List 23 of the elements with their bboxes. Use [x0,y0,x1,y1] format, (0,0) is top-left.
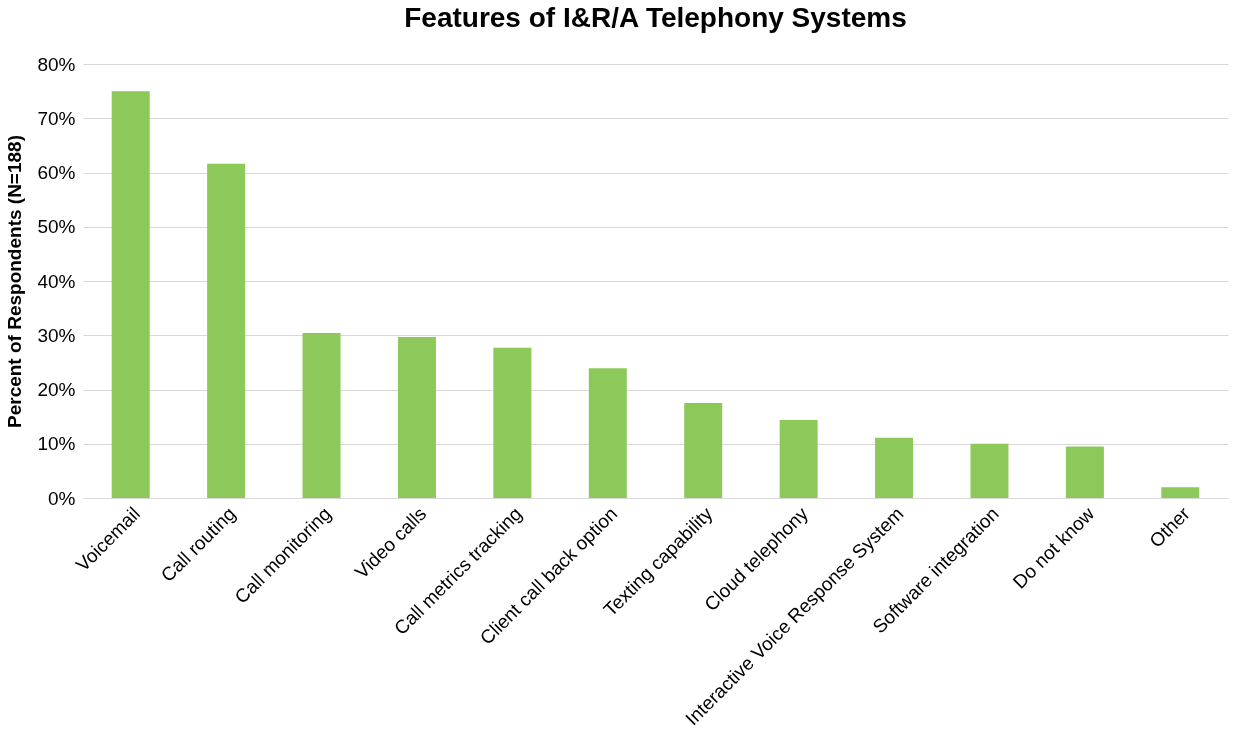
bar [302,333,341,498]
bar [111,91,150,498]
y-tick-label: 60% [37,162,76,183]
y-tick-label: 70% [37,107,76,129]
bar [493,347,532,498]
bar [875,437,914,498]
y-tick-label: 80% [37,53,76,75]
chart-title: Features of I&R/A Telephony Systems [404,2,907,33]
bar [1161,487,1200,498]
y-tick-label: 40% [37,270,76,292]
bar [1065,446,1104,498]
y-tick-label: 10% [37,433,76,455]
y-axis-title: Percent of Respondents (N=188) [4,135,26,428]
y-tick-label: 20% [37,379,76,400]
y-tick-label: 0% [48,487,76,509]
bar [779,419,818,498]
bar [684,403,723,498]
y-tick-label: 30% [37,324,76,346]
y-tick-label: 50% [37,216,76,238]
bar [207,163,246,498]
bar [588,368,627,498]
bar [970,443,1009,498]
bar [397,336,436,498]
